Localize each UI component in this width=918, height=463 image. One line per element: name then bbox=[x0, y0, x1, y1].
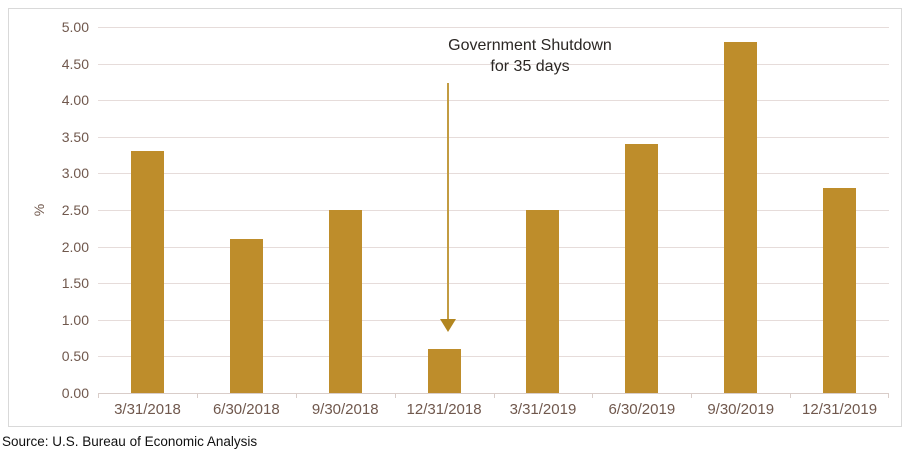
x-tick-label: 6/30/2019 bbox=[608, 401, 676, 418]
axis-tick-mark bbox=[592, 394, 594, 398]
x-tick-label: 12/31/2018 bbox=[406, 401, 482, 418]
x-tick-label: 6/30/2018 bbox=[212, 401, 280, 418]
y-tick-label: 2.50 bbox=[61, 202, 89, 218]
axis-tick-mark bbox=[790, 394, 792, 398]
y-axis-title: % bbox=[31, 203, 47, 217]
y-tick-label: 5.00 bbox=[61, 19, 89, 35]
axis-tick-mark bbox=[98, 394, 99, 398]
gridline bbox=[98, 246, 889, 248]
gridline bbox=[98, 210, 889, 211]
gridline bbox=[98, 63, 889, 65]
y-tick-label: 1.50 bbox=[61, 275, 89, 292]
x-tick-label: 9/30/2018 bbox=[311, 401, 379, 418]
y-tick-label: 1.00 bbox=[61, 311, 89, 328]
gridline bbox=[98, 27, 889, 28]
bar-6/30/2019 bbox=[625, 144, 659, 393]
axis-tick-mark bbox=[295, 394, 297, 398]
axis-tick-mark bbox=[493, 394, 495, 398]
annotation-line-1: Government Shutdown bbox=[448, 37, 612, 54]
bar-9/30/2019 bbox=[724, 41, 758, 393]
y-tick-label: 4.00 bbox=[61, 92, 89, 109]
chart-area: 0.00 0.50 1.00 1.50 2.00 2.50 3.00 3.50 4.00 4.50… bbox=[8, 8, 902, 427]
bar-6/30/2018 bbox=[229, 239, 263, 393]
y-tick-label: 0.00 bbox=[61, 385, 89, 401]
annotation-arrow-line bbox=[447, 83, 449, 319]
axis-tick-mark bbox=[394, 394, 396, 398]
y-tick-label: 0.50 bbox=[61, 348, 89, 365]
bar-12/31/2018 bbox=[427, 349, 461, 393]
gridline bbox=[98, 136, 889, 138]
annotation-arrow-head-icon bbox=[440, 319, 456, 332]
axis-tick-mark bbox=[888, 394, 889, 398]
plot-area bbox=[98, 27, 889, 393]
bar-9/30/2018 bbox=[328, 210, 362, 393]
gridline bbox=[98, 319, 889, 321]
axis-tick-mark bbox=[196, 394, 198, 398]
axis-tick-mark bbox=[691, 394, 693, 398]
x-tick-label: 12/31/2019 bbox=[802, 401, 878, 418]
annotation-line-2: for 35 days bbox=[490, 58, 570, 75]
bar-12/31/2019 bbox=[823, 188, 857, 393]
gridline bbox=[98, 356, 889, 358]
gridline bbox=[98, 100, 889, 102]
annotation-government-shutdown: Government Shutdown for 35 days bbox=[410, 35, 650, 77]
y-tick-label: 3.00 bbox=[61, 165, 89, 182]
x-tick-label: 3/31/2019 bbox=[509, 401, 577, 418]
gridline bbox=[98, 173, 889, 175]
x-tick-label: 3/31/2018 bbox=[114, 401, 181, 418]
y-tick-label: 2.00 bbox=[61, 238, 89, 255]
x-axis-line bbox=[98, 393, 889, 394]
bar-3/31/2019 bbox=[526, 210, 560, 393]
y-tick-label: 3.50 bbox=[61, 128, 89, 145]
x-tick-label: 9/30/2019 bbox=[707, 401, 775, 418]
gridline bbox=[98, 283, 889, 285]
y-tick-label: 4.50 bbox=[61, 55, 89, 72]
bar-3/31/2018 bbox=[130, 151, 164, 393]
source-note: Source: U.S. Bureau of Economic Analysis bbox=[2, 434, 258, 449]
